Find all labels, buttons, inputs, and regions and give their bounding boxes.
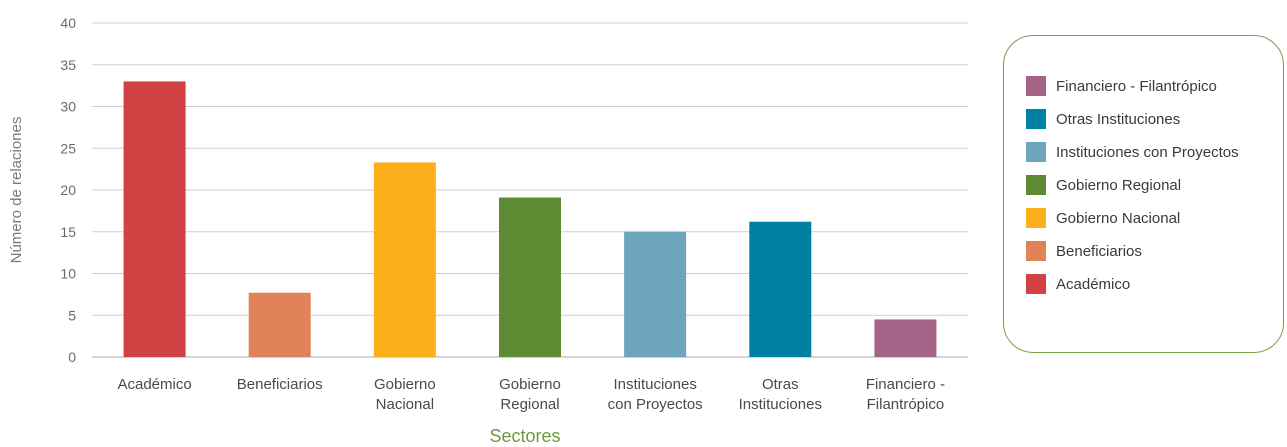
bar bbox=[874, 319, 937, 357]
y-axis-label: Número de relaciones bbox=[8, 117, 25, 264]
y-tick-label: 30 bbox=[60, 99, 76, 115]
bars bbox=[123, 81, 937, 357]
y-tick-label: 10 bbox=[60, 266, 76, 282]
legend-item: Otras Instituciones bbox=[1026, 109, 1180, 129]
legend: Financiero - Filantrópico Otras Instituci… bbox=[1003, 35, 1284, 353]
legend-label: Otras Instituciones bbox=[1056, 110, 1181, 128]
legend-swatch bbox=[1026, 274, 1046, 294]
legend-label: Financiero - Filantrópico bbox=[1056, 77, 1217, 95]
x-tick-label: Gobierno Regional bbox=[499, 376, 561, 413]
x-tick-label: Financiero -Filantrópico bbox=[866, 376, 945, 413]
y-tick-label: 20 bbox=[60, 182, 76, 198]
legend-swatch bbox=[1026, 175, 1046, 195]
bar bbox=[499, 197, 561, 357]
y-axis-ticks: 0 5 10 15 20 25 30 35 40 bbox=[60, 15, 76, 365]
legend-item: Académico bbox=[1026, 274, 1130, 294]
x-tick-label: Otras Instituciones bbox=[739, 376, 822, 413]
legend-item: Gobierno Nacional bbox=[1026, 208, 1180, 228]
bar bbox=[248, 292, 311, 357]
legend-item: Financiero - Filantrópico bbox=[1026, 76, 1217, 96]
legend-item: Instituciones con Proyectos bbox=[1026, 142, 1239, 162]
legend-label: Beneficiarios bbox=[1056, 242, 1142, 260]
legend-swatch bbox=[1026, 109, 1046, 129]
bar bbox=[373, 162, 436, 357]
x-tick-label: Gobierno Nacional bbox=[374, 376, 436, 413]
legend-label: Académico bbox=[1056, 275, 1131, 293]
legend-label: Instituciones con Proyectos bbox=[1056, 143, 1239, 161]
legend-item: Gobierno Regional bbox=[1026, 175, 1181, 195]
legend-swatch bbox=[1026, 76, 1046, 96]
bar bbox=[123, 81, 186, 357]
legend-swatch bbox=[1026, 142, 1046, 162]
y-tick-label: 40 bbox=[60, 15, 76, 31]
y-tick-label: 0 bbox=[68, 349, 76, 365]
legend-item: Beneficiarios bbox=[1026, 241, 1142, 261]
legend-swatch bbox=[1026, 208, 1046, 228]
x-tick-label: Instituciones con Proyectos bbox=[608, 376, 703, 413]
x-axis-ticks: Académico Beneficiarios Gobierno Nacional Go… bbox=[117, 376, 945, 413]
bar bbox=[749, 221, 812, 357]
legend-label: Gobierno Regional bbox=[1056, 176, 1182, 194]
y-tick-label: 5 bbox=[68, 307, 76, 323]
gridlines bbox=[92, 22, 968, 358]
x-axis-label: Sectores bbox=[489, 426, 560, 446]
y-tick-label: 35 bbox=[60, 57, 76, 73]
legend-swatch bbox=[1026, 241, 1046, 261]
x-tick-label: Académico bbox=[117, 376, 191, 393]
legend-label: Gobierno Nacional bbox=[1056, 209, 1181, 227]
bar-chart: 0 5 10 15 20 25 30 35 40 Académico Beneficiarios G… bbox=[8, 15, 968, 446]
x-tick-label: Beneficiarios bbox=[237, 376, 323, 393]
y-tick-label: 25 bbox=[60, 140, 76, 156]
y-tick-label: 15 bbox=[60, 224, 76, 240]
bar bbox=[624, 231, 687, 357]
